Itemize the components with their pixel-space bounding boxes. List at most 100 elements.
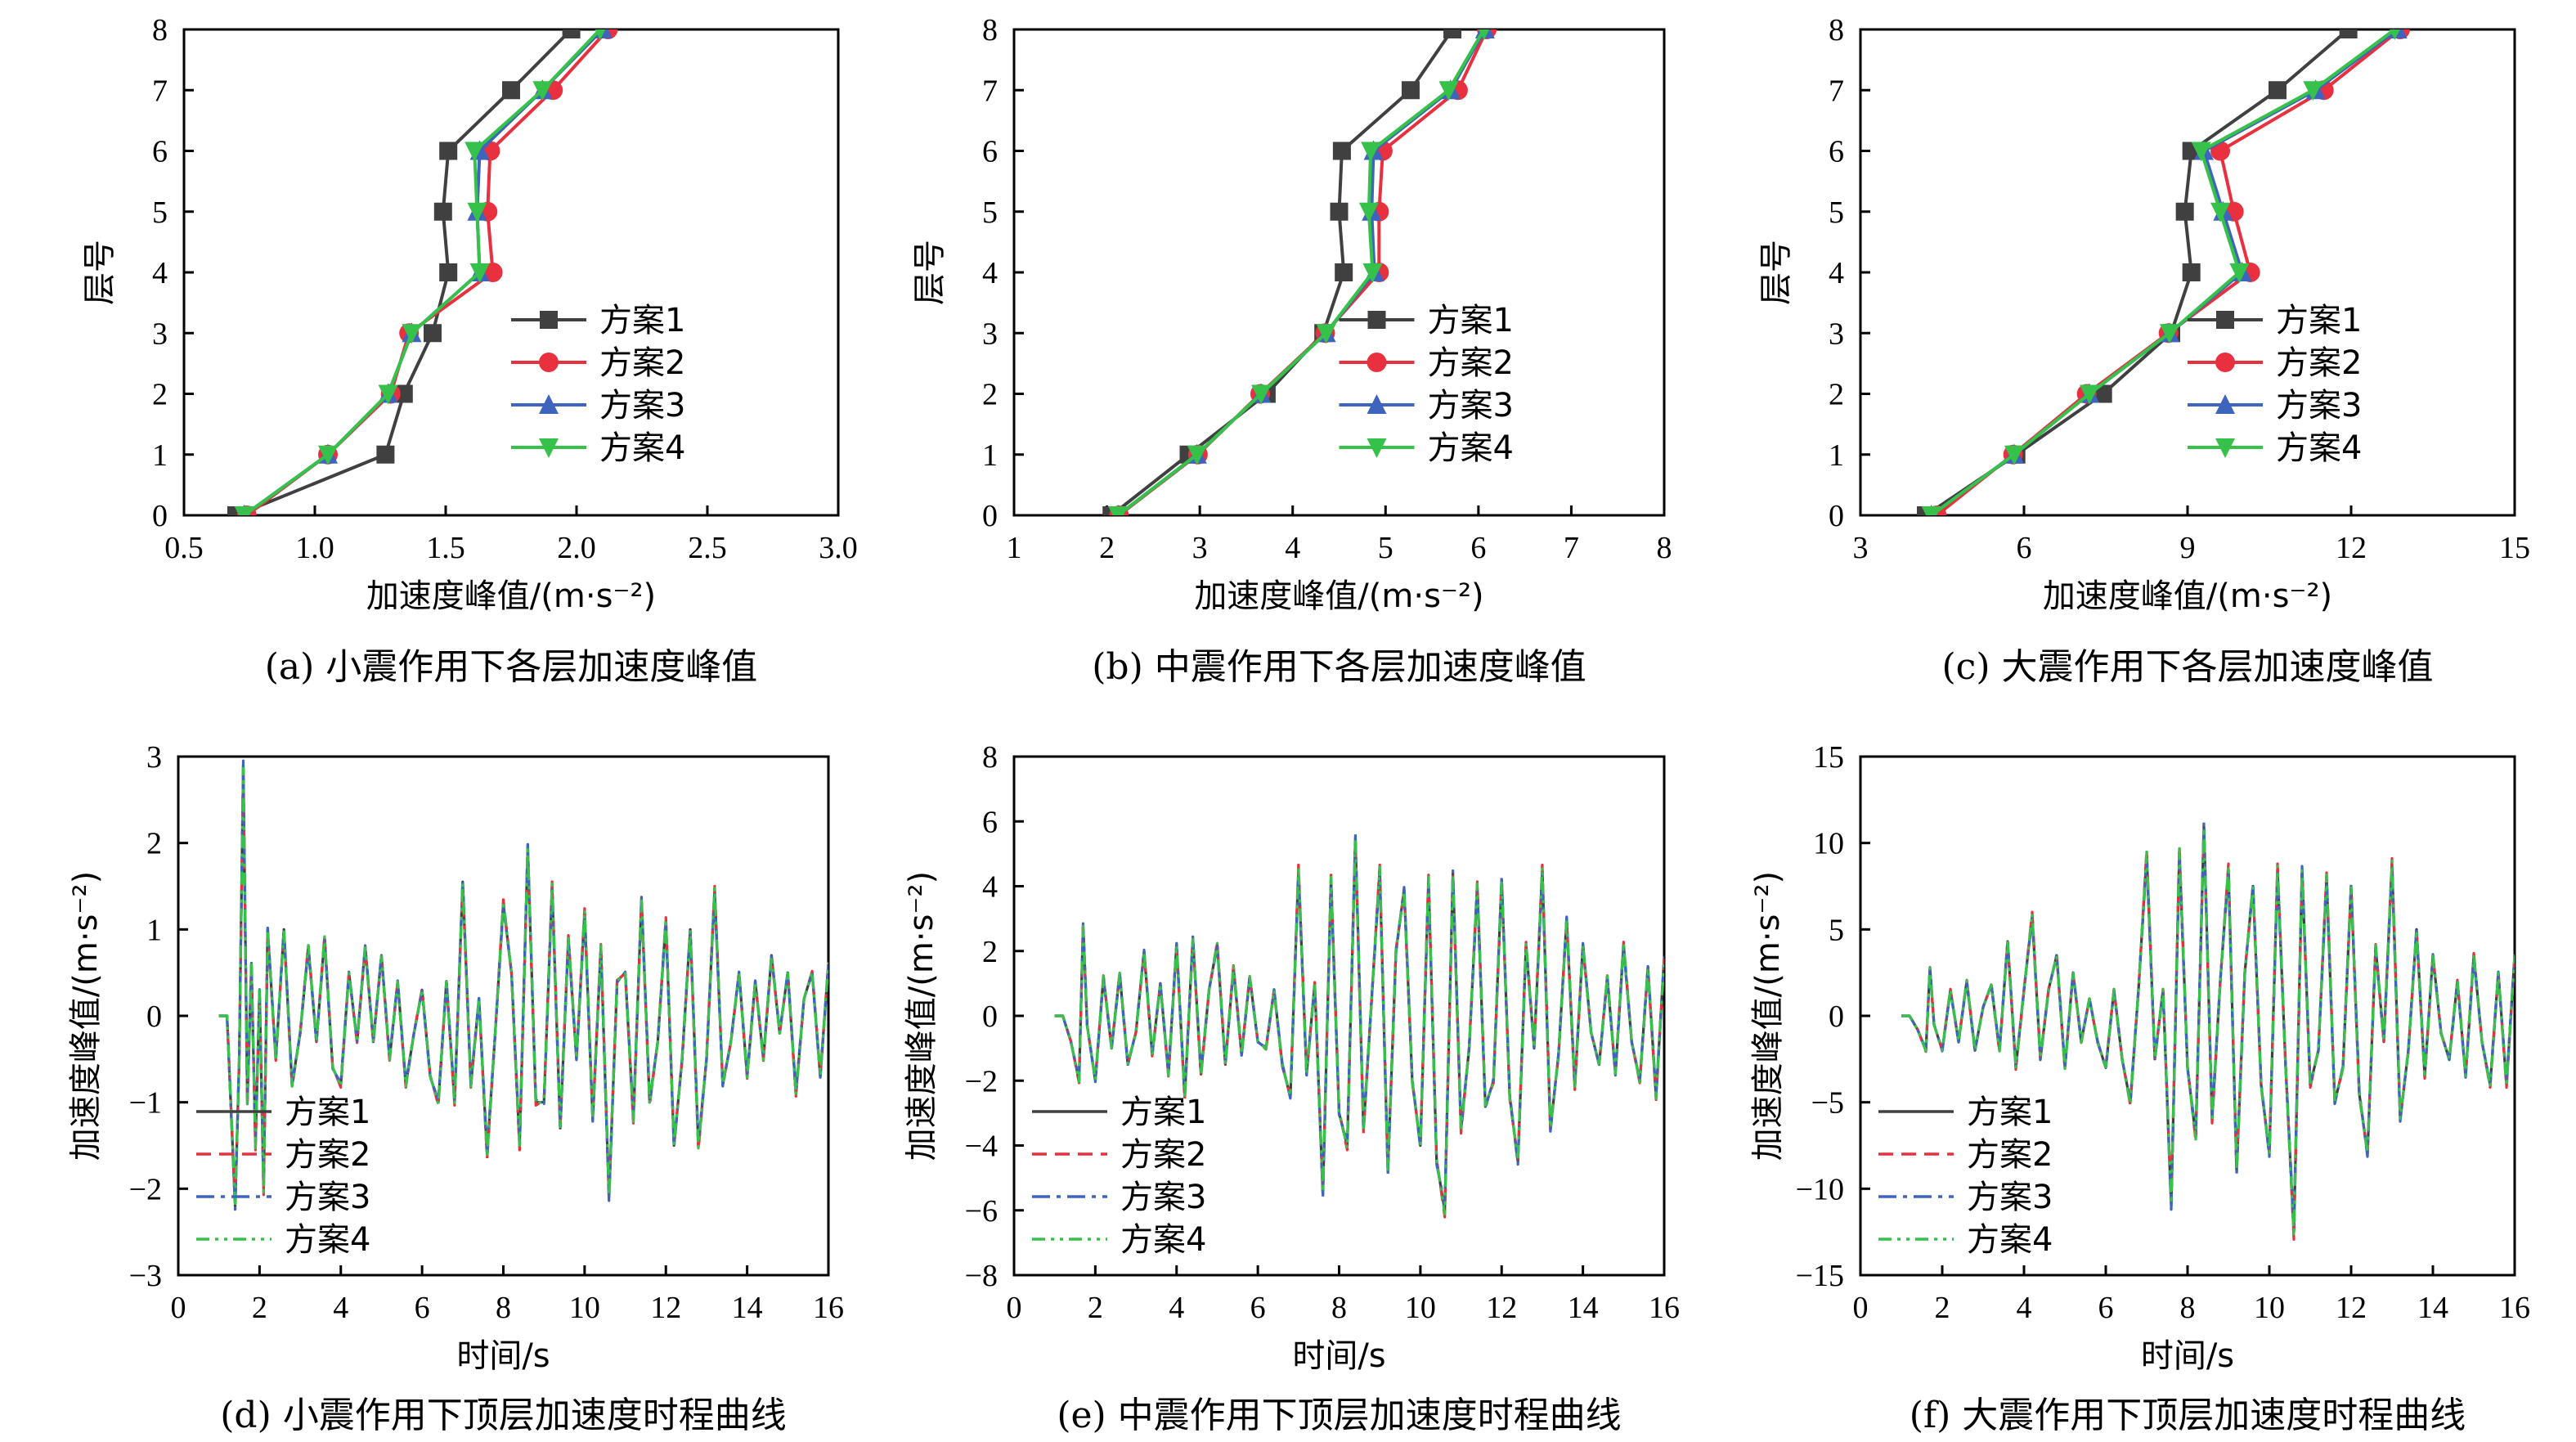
legend-marker bbox=[2215, 394, 2235, 414]
x-tick-label: 0 bbox=[1853, 1291, 1869, 1325]
data-point bbox=[2210, 202, 2230, 222]
x-axis-title: 时间/s bbox=[2141, 1337, 2234, 1375]
legend-label: 方案2 bbox=[1428, 344, 1514, 382]
legend-entry: 方案2 bbox=[1339, 344, 1514, 382]
data-point bbox=[532, 81, 553, 101]
legend-entry: 方案1 bbox=[511, 302, 685, 339]
legend-label: 方案4 bbox=[1428, 429, 1514, 467]
x-tick-label: 14 bbox=[1568, 1291, 1599, 1325]
legend-label: 方案2 bbox=[2276, 344, 2362, 382]
plot-frame bbox=[1859, 755, 2516, 1277]
data-point bbox=[1332, 142, 1351, 160]
data-point bbox=[424, 324, 442, 343]
x-tick-label: 2.5 bbox=[688, 531, 727, 565]
legend-entry: 方案2 bbox=[2188, 344, 2362, 382]
x-tick-label: 12 bbox=[650, 1291, 681, 1325]
data-point bbox=[402, 324, 422, 344]
data-point bbox=[1335, 263, 1353, 281]
y-tick-label: 0 bbox=[146, 1000, 162, 1034]
data-point bbox=[2160, 324, 2179, 344]
y-tick-label: 3 bbox=[146, 740, 162, 775]
legend-label: 方案1 bbox=[599, 302, 685, 339]
panel-caption: (d) 小震作用下顶层加速度时程曲线 bbox=[220, 1395, 786, 1436]
plot-frame bbox=[177, 755, 830, 1277]
y-tick-label: 4 bbox=[982, 870, 998, 905]
y-axis-title: 层号 bbox=[911, 240, 949, 305]
y-tick-label: 15 bbox=[1813, 740, 1844, 775]
data-point bbox=[2191, 142, 2211, 162]
x-tick-label: 10 bbox=[1405, 1291, 1436, 1325]
y-tick-label: 4 bbox=[982, 256, 998, 290]
series-4 bbox=[1108, 29, 1490, 515]
x-tick-label: 1 bbox=[1007, 531, 1022, 565]
x-tick-label: 6 bbox=[2017, 531, 2032, 565]
y-tick-label: 8 bbox=[982, 13, 998, 47]
plot-area bbox=[227, 29, 618, 515]
x-tick-label: 6 bbox=[415, 1291, 430, 1325]
y-tick-label: 8 bbox=[152, 13, 168, 47]
y-tick-label: 0 bbox=[1829, 1000, 1844, 1034]
legend-marker bbox=[1367, 394, 1387, 414]
y-tick-label: −6 bbox=[965, 1194, 998, 1229]
data-point bbox=[439, 263, 458, 281]
panel-caption: (b) 中震作用下各层加速度峰值 bbox=[1092, 646, 1586, 688]
legend-label: 方案4 bbox=[1120, 1221, 1206, 1259]
plot-frame bbox=[1012, 755, 1666, 1277]
x-tick-label: 8 bbox=[1657, 531, 1672, 565]
legend-label: 方案4 bbox=[1967, 1221, 2053, 1259]
y-tick-label: −8 bbox=[965, 1259, 998, 1293]
chart-panel-a: 0.5 1.0 1.5 2.0 2.5 3.0 0 1 2 3 4 5 6 7 8 加速度峰值/(m·s⁻²)… bbox=[81, 13, 858, 688]
legend-entry: 方案3 bbox=[1878, 1179, 2053, 1216]
data-point bbox=[2229, 263, 2250, 283]
data-point bbox=[2004, 445, 2024, 465]
data-point bbox=[378, 384, 398, 405]
data-point bbox=[1438, 81, 1459, 101]
series-line bbox=[236, 29, 573, 515]
data-point bbox=[2303, 81, 2323, 101]
y-tick-label: 2 bbox=[982, 935, 998, 969]
legend-label: 方案3 bbox=[1120, 1179, 1206, 1216]
x-tick-label: 6 bbox=[2098, 1291, 2114, 1325]
data-point bbox=[2389, 29, 2400, 40]
y-axis-title: 加速度峰值/(m·s⁻²) bbox=[903, 871, 940, 1161]
data-point bbox=[439, 142, 458, 160]
y-tick-label: −15 bbox=[1796, 1259, 1844, 1293]
y-tick-label: −2 bbox=[965, 1064, 998, 1098]
data-point bbox=[2175, 202, 2194, 221]
data-point bbox=[464, 142, 485, 162]
plot-area bbox=[1102, 29, 1497, 515]
data-point bbox=[1108, 506, 1129, 515]
y-tick-label: 8 bbox=[1829, 13, 1844, 47]
legend-entry: 方案2 bbox=[196, 1136, 370, 1174]
data-point bbox=[1443, 29, 1462, 38]
series-4 bbox=[234, 29, 606, 515]
x-tick-label: 4 bbox=[333, 1291, 348, 1325]
chart-panel-f: 0 2 4 6 8 10 12 14 16 −15 −10 −5 0 5 10 15 时间/s 加速度峰值/(m·… bbox=[1749, 740, 2530, 1436]
x-axis-title: 加速度峰值/(m·s⁻²) bbox=[2043, 577, 2332, 615]
y-tick-label: −3 bbox=[129, 1259, 162, 1293]
y-tick-label: −4 bbox=[965, 1130, 998, 1164]
panel-caption: (f) 大震作用下顶层加速度时程曲线 bbox=[1910, 1395, 2466, 1436]
y-tick-label: 1 bbox=[152, 438, 168, 473]
data-point bbox=[562, 29, 581, 38]
y-axis-title: 层号 bbox=[1757, 240, 1795, 305]
x-tick-label: 3 bbox=[1853, 531, 1869, 565]
legend-label: 方案1 bbox=[1967, 1094, 2053, 1131]
data-point bbox=[1921, 506, 1941, 515]
y-tick-label: 4 bbox=[1829, 256, 1844, 290]
y-axis-title: 层号 bbox=[81, 240, 119, 305]
legend-label: 方案1 bbox=[1428, 302, 1514, 339]
data-point bbox=[376, 445, 395, 464]
legend-entry: 方案1 bbox=[1339, 302, 1514, 339]
data-point bbox=[1358, 202, 1379, 222]
x-axis-title: 加速度峰值/(m·s⁻²) bbox=[366, 577, 656, 615]
chart-panel-e: 0 2 4 6 8 10 12 14 16 −8 −6 −4 −2 0 2 4 6 8 时间/s 加速度峰值/(m·s… bbox=[903, 740, 1680, 1436]
x-tick-label: 7 bbox=[1564, 531, 1579, 565]
x-tick-label: 2 bbox=[1935, 1291, 1950, 1325]
y-tick-label: 4 bbox=[152, 256, 168, 290]
y-tick-label: 1 bbox=[1829, 438, 1844, 473]
x-tick-label: 2 bbox=[252, 1291, 267, 1325]
x-tick-label: 12 bbox=[1486, 1291, 1517, 1325]
y-tick-label: 8 bbox=[982, 740, 998, 775]
